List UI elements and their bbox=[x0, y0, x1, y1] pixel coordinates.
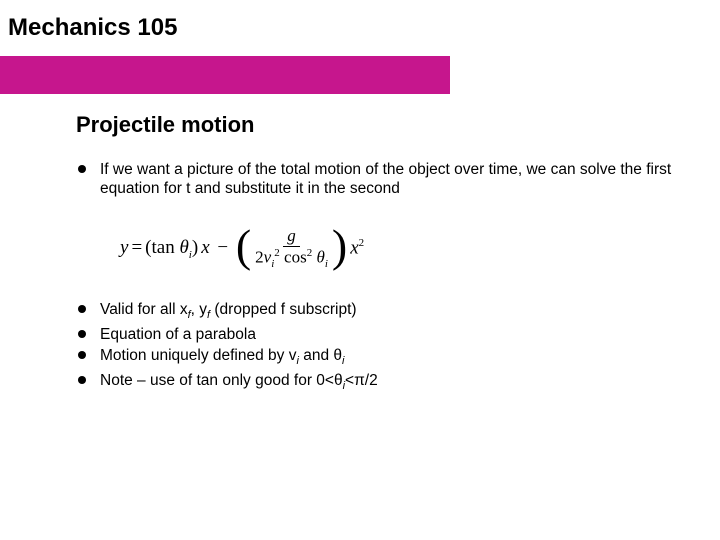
eq-x1: x bbox=[201, 237, 209, 259]
trajectory-equation: y = ( tan θi ) x − ( g 2vi2 cos2 θi ) x2 bbox=[120, 227, 680, 270]
text: Note – use of tan only good for 0<θ bbox=[100, 372, 343, 389]
text: (dropped f subscript) bbox=[210, 301, 356, 318]
bullet-item: If we want a picture of the total motion… bbox=[78, 160, 680, 199]
bullet-list-top: If we want a picture of the total motion… bbox=[76, 160, 680, 199]
eq-frac-num: g bbox=[283, 227, 300, 247]
slide-content: Projectile motion If we want a picture o… bbox=[76, 112, 680, 396]
course-title: Mechanics 105 bbox=[8, 14, 177, 42]
bullet-item: Note – use of tan only good for 0<θi<π/2 bbox=[78, 371, 680, 394]
bullet-list-bottom: Valid for all xf, yf (dropped f subscrip… bbox=[76, 300, 680, 394]
eq-term1: ( tan θi ) bbox=[145, 237, 198, 261]
eq-den-cos2: 2 bbox=[307, 247, 313, 259]
eq-rparen1: ) bbox=[192, 237, 198, 259]
subscript: i bbox=[342, 356, 344, 368]
eq-x2: x2 bbox=[350, 237, 364, 259]
eq-den-cos: cos bbox=[284, 247, 307, 266]
eq-fraction: g 2vi2 cos2 θi bbox=[251, 227, 332, 270]
text: Motion uniquely defined by v bbox=[100, 347, 296, 364]
bullet-item: Equation of a parabola bbox=[78, 325, 680, 344]
eq-lparen2: ( bbox=[236, 228, 251, 265]
eq-term2: ( g 2vi2 cos2 θi ) bbox=[236, 227, 347, 270]
eq-den-v2: 2 bbox=[274, 247, 280, 259]
eq-rparen2: ) bbox=[332, 228, 347, 265]
text: <π/2 bbox=[345, 372, 378, 389]
bullet-item: Valid for all xf, yf (dropped f subscrip… bbox=[78, 300, 680, 323]
slide-subtitle: Projectile motion bbox=[76, 112, 680, 138]
eq-den-2: 2 bbox=[255, 247, 264, 266]
eq-tan-theta: tan θi bbox=[151, 237, 191, 261]
text: , y bbox=[191, 301, 207, 318]
eq-minus: − bbox=[213, 237, 233, 259]
text: and θ bbox=[299, 347, 342, 364]
title-bar: Mechanics 105 bbox=[0, 0, 210, 56]
eq-den-thetai: i bbox=[325, 258, 328, 270]
eq-lhs: y bbox=[120, 237, 128, 259]
bullet-item: Motion uniquely defined by vi and θi bbox=[78, 346, 680, 369]
eq-frac-den: 2vi2 cos2 θi bbox=[251, 247, 332, 271]
equation-block: y = ( tan θi ) x − ( g 2vi2 cos2 θi ) x2 bbox=[120, 227, 680, 270]
text: Valid for all x bbox=[100, 301, 188, 318]
eq-den-vi: i bbox=[271, 258, 274, 270]
eq-equals: = bbox=[131, 237, 142, 259]
eq-den-theta: θ bbox=[316, 247, 324, 266]
accent-bar bbox=[0, 56, 450, 94]
